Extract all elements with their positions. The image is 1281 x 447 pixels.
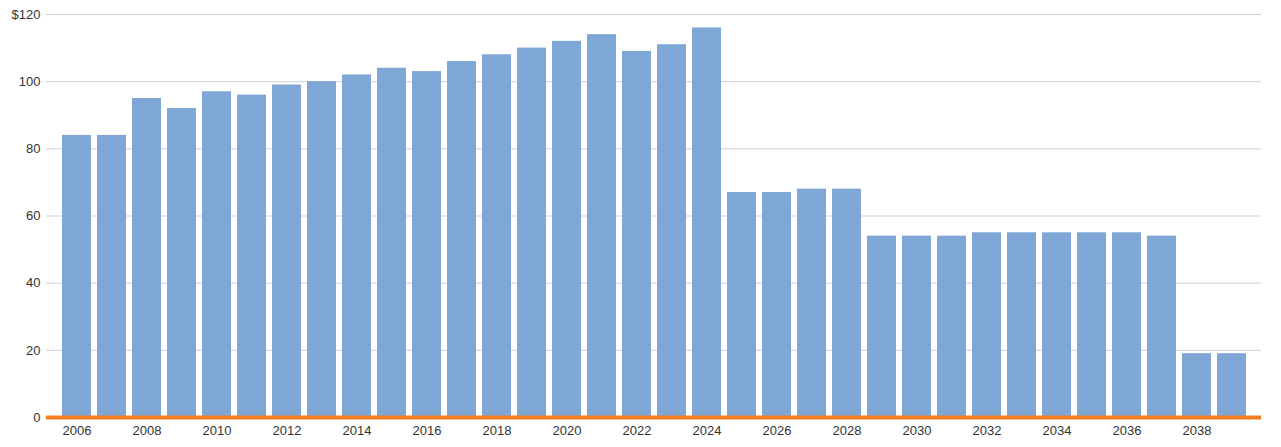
svg-text:2024: 2024 [693,423,722,438]
svg-text:2010: 2010 [203,423,232,438]
svg-text:2036: 2036 [1113,423,1142,438]
svg-text:20: 20 [26,342,40,357]
svg-text:2022: 2022 [623,423,652,438]
svg-text:2030: 2030 [903,423,932,438]
svg-text:0: 0 [33,410,40,425]
svg-text:2014: 2014 [343,423,372,438]
svg-text:$120: $120 [12,7,41,22]
svg-text:2012: 2012 [273,423,302,438]
svg-text:80: 80 [26,141,40,156]
svg-text:2018: 2018 [483,423,512,438]
svg-text:2038: 2038 [1183,423,1212,438]
svg-text:2028: 2028 [833,423,862,438]
svg-text:2020: 2020 [553,423,582,438]
svg-text:2034: 2034 [1043,423,1072,438]
svg-text:2006: 2006 [63,423,92,438]
svg-text:2026: 2026 [763,423,792,438]
svg-text:2032: 2032 [973,423,1002,438]
svg-text:2016: 2016 [413,423,442,438]
svg-text:100: 100 [19,74,41,89]
svg-text:60: 60 [26,208,40,223]
svg-text:2008: 2008 [133,423,162,438]
svg-text:40: 40 [26,275,40,290]
